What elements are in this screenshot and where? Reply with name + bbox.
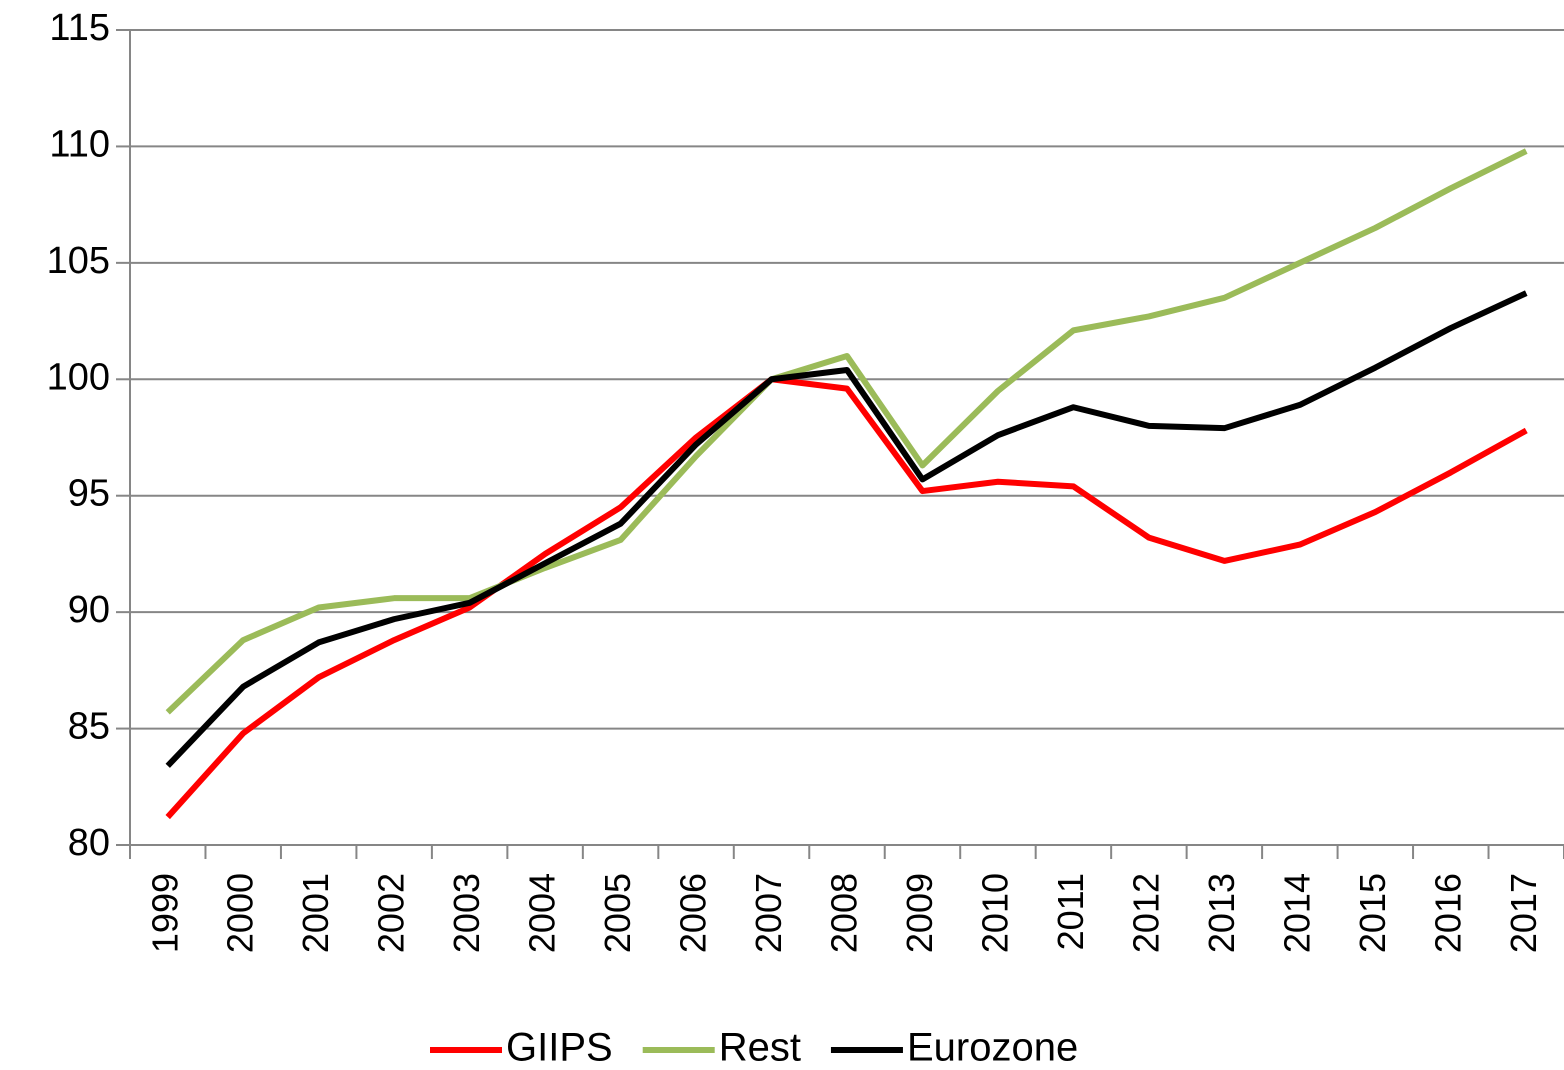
x-tick-label: 2003 (446, 873, 487, 953)
y-tick-label: 110 (49, 123, 110, 165)
x-tick-label: 2014 (1276, 873, 1317, 953)
y-tick-label: 95 (68, 473, 110, 515)
x-tick-label: 2017 (1503, 873, 1544, 953)
x-tick-label: 2007 (748, 873, 789, 953)
x-tick-label: 2006 (673, 873, 714, 953)
x-tick-label: 2013 (1201, 873, 1242, 953)
x-tick-label: 2012 (1125, 873, 1166, 953)
x-tick-label: 2002 (371, 873, 412, 953)
legend-label: Rest (719, 1026, 801, 1070)
series-line (165, 376, 1528, 820)
legend-label: Eurozone (907, 1026, 1078, 1070)
x-tick-label: 1999 (144, 873, 185, 953)
x-tick-label: 2008 (824, 873, 865, 953)
y-tick-label: 80 (68, 822, 110, 864)
series-line (165, 148, 1528, 715)
x-tick-label: 2011 (1050, 873, 1091, 950)
x-tick-label: 2009 (899, 873, 940, 953)
x-tick-label: 2000 (220, 873, 261, 953)
x-tick-label: 2010 (974, 873, 1015, 953)
y-tick-label: 105 (47, 240, 110, 282)
x-tick-label: 2001 (295, 873, 336, 953)
y-tick-label: 115 (49, 7, 110, 49)
x-tick-label: 2016 (1427, 873, 1468, 953)
y-tick-label: 100 (47, 356, 110, 398)
legend-label: GIIPS (506, 1026, 613, 1070)
x-tick-label: 2005 (597, 873, 638, 953)
y-tick-label: 90 (68, 589, 110, 631)
y-tick-label: 85 (68, 706, 110, 748)
series-line (165, 290, 1528, 768)
x-tick-label: 2015 (1352, 873, 1393, 953)
x-tick-label: 2004 (522, 873, 563, 953)
